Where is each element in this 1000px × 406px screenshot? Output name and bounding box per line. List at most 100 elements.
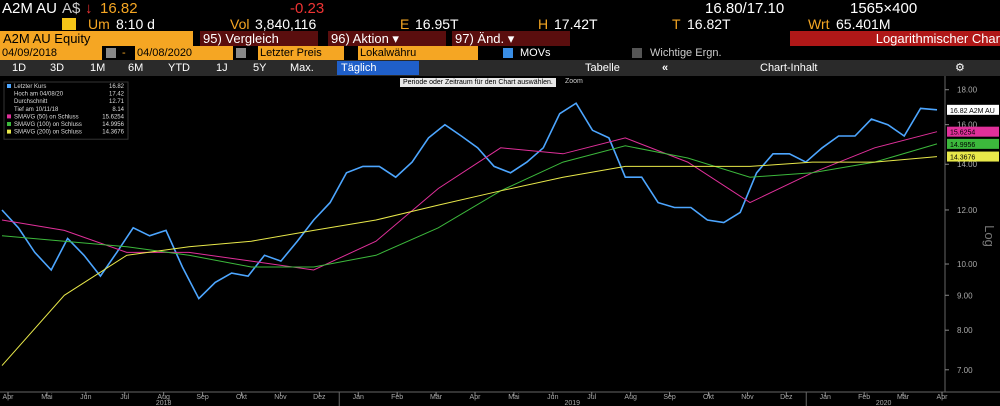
period-button[interactable]: Max. xyxy=(290,62,314,74)
alert-icon[interactable] xyxy=(62,18,76,30)
legend-value: 15.6254 xyxy=(102,114,124,120)
y-tick-label: 16.00 xyxy=(957,121,978,130)
legend-value: 8.14 xyxy=(112,107,124,113)
x-tick-label: Dez xyxy=(780,394,793,401)
x-tick-label: Mär xyxy=(430,394,443,401)
end-label: 14.3676 xyxy=(950,155,975,162)
y-tick-label: 8.00 xyxy=(957,326,973,335)
stat-label: E xyxy=(400,16,410,32)
checkbox[interactable] xyxy=(632,48,642,58)
settings-icon[interactable]: ⚙ xyxy=(955,62,965,74)
content-button[interactable]: Chart-Inhalt xyxy=(760,62,818,74)
x-tick-label: Mai xyxy=(508,394,520,401)
end-label-box xyxy=(947,138,999,149)
x-tick-label: Feb xyxy=(391,394,403,401)
table-button[interactable]: Tabelle xyxy=(585,62,620,74)
tooltip: Periode oder Zeitraum für den Chart ausw… xyxy=(400,78,556,87)
date-sep: - xyxy=(122,47,126,59)
end-label: 15.6254 xyxy=(950,130,975,137)
year-label: 2018 xyxy=(156,400,172,406)
currency-mode[interactable]: Lokalwähru xyxy=(358,46,478,60)
currency: A$ xyxy=(62,0,81,17)
legend-label: Tief am 10/11/18 xyxy=(14,107,59,113)
y-tick-label: 18.00 xyxy=(957,86,978,95)
period-button[interactable]: 6M xyxy=(128,62,144,74)
period-bar xyxy=(0,60,1000,76)
legend-swatch xyxy=(7,129,11,134)
x-tick-label: Jan xyxy=(353,394,364,401)
chart: Log 7.00 8.00 9.00 10.00 12.00 14.00 16.00 18.0… xyxy=(0,76,1000,406)
calendar-icon[interactable] xyxy=(236,48,246,58)
period-button[interactable]: 1J xyxy=(216,62,228,74)
stat-label: Wrt xyxy=(808,16,830,32)
legend-label: Letzter Kurs xyxy=(14,84,46,90)
action-button[interactable]: 96) Aktion ▾ xyxy=(328,31,446,46)
year-label: 2019 xyxy=(565,400,581,406)
bid-ask: 16.80/17.10 xyxy=(705,0,785,17)
y-tick-label: 12.00 xyxy=(957,206,978,215)
period-button[interactable]: YTD xyxy=(168,62,190,74)
size: 1565×400 xyxy=(850,0,918,17)
end-label: 14.9956 xyxy=(950,142,975,149)
collapse-button[interactable]: « xyxy=(662,62,669,74)
chart-mode[interactable]: Logarithmischer Char xyxy=(790,31,1000,46)
x-tick-label: Jun xyxy=(80,394,91,401)
x-tick-label: Apr xyxy=(3,394,15,401)
arrow: ↓ xyxy=(85,0,93,17)
legend-swatch xyxy=(7,84,11,88)
y-tick-label: 9.00 xyxy=(957,291,973,300)
period-button[interactable]: 3D xyxy=(50,62,65,74)
price-field[interactable]: Letzter Preis xyxy=(258,46,344,60)
x-tick-label: Mai xyxy=(41,394,53,401)
frequency[interactable]: Täglich xyxy=(337,61,419,75)
movs[interactable]: MOVs xyxy=(520,47,551,59)
period-button[interactable]: 5Y xyxy=(253,62,267,74)
stat-value: 65.401M xyxy=(836,16,891,32)
stat-label: Um xyxy=(88,16,110,32)
checkbox[interactable] xyxy=(503,48,513,58)
period-button[interactable]: 1D xyxy=(12,62,27,74)
x-tick-label: Nov xyxy=(274,394,287,401)
year-label: 2020 xyxy=(876,400,892,406)
x-tick-label: Okt xyxy=(236,394,247,401)
legend-swatch xyxy=(7,122,11,126)
end-label: 16.82 A2M AU xyxy=(950,108,995,115)
period-button[interactable]: 1M xyxy=(90,62,106,74)
series-line xyxy=(1,143,938,268)
x-tick-label: Jul xyxy=(120,394,129,401)
legend-value: 17.42 xyxy=(109,92,125,98)
change: -0.23 xyxy=(290,0,325,17)
x-tick-label: Sep xyxy=(663,394,676,401)
legend-swatch xyxy=(7,114,11,119)
security[interactable]: A2M AU Equity xyxy=(0,31,193,46)
x-tick-label: Nov xyxy=(741,394,754,401)
last-price: 16.82 xyxy=(100,0,138,17)
x-tick-label: Dez xyxy=(313,394,326,401)
x-tick-label: Jul xyxy=(587,394,596,401)
action-button[interactable]: 97) Änd. ▾ xyxy=(452,31,570,46)
action-button[interactable]: 95) Vergleich xyxy=(200,31,318,46)
end-label-box xyxy=(947,151,999,162)
x-tick-label: Jan xyxy=(820,394,831,401)
x-tick-label: Aug xyxy=(157,394,170,401)
series-line xyxy=(1,102,938,300)
calendar-icon[interactable] xyxy=(106,48,116,58)
end-label-box xyxy=(947,104,999,115)
legend-value: 14.9956 xyxy=(102,122,124,128)
x-tick-label: Apr xyxy=(470,394,482,401)
end-label-box xyxy=(947,126,999,137)
x-tick-label: Mär xyxy=(897,394,910,401)
stat-value: 3,840,116 xyxy=(255,16,317,32)
legend-value: 16.82 xyxy=(109,84,125,90)
events[interactable]: Wichtige Ergn. xyxy=(650,47,722,59)
stat-value: 16.95T xyxy=(415,16,459,32)
start-date[interactable]: 04/09/2018 xyxy=(0,46,102,60)
x-tick-label: Apr xyxy=(937,394,949,401)
y-tick-label: 14.00 xyxy=(957,160,978,169)
legend-box xyxy=(3,81,129,140)
stat-label: Vol xyxy=(230,16,250,32)
x-tick-label: Aug xyxy=(624,394,637,401)
legend-label: SMAVG (100) on Schluss xyxy=(14,122,82,128)
end-date[interactable]: 04/08/2020 xyxy=(135,46,233,60)
